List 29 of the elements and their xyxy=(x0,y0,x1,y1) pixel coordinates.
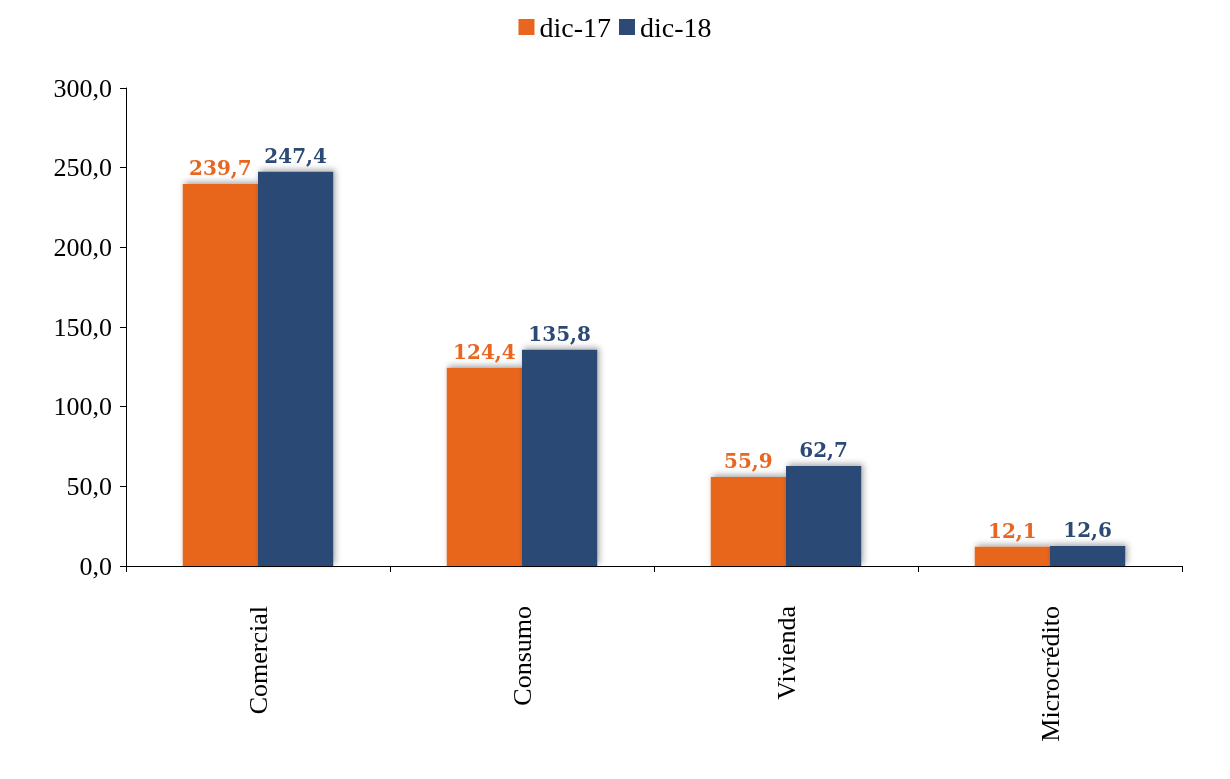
bar xyxy=(710,476,786,566)
data-label: 124,4 xyxy=(453,339,516,364)
bar xyxy=(974,546,1050,566)
x-tick-label: Vivienda xyxy=(771,605,801,700)
y-tick-label: 50,0 xyxy=(66,471,112,501)
data-label: 12,6 xyxy=(1063,517,1112,542)
x-tick-label: Consumo xyxy=(507,606,537,706)
bar xyxy=(446,367,522,566)
y-tick-label: 0,0 xyxy=(79,551,112,581)
data-label: 239,7 xyxy=(189,156,252,181)
bar xyxy=(522,349,598,566)
y-tick-label: 250,0 xyxy=(53,153,112,183)
x-tick-label: Comercial xyxy=(243,606,273,715)
y-tick-label: 300,0 xyxy=(53,73,112,103)
legend-label: dic-18 xyxy=(640,11,712,43)
data-label: 55,9 xyxy=(724,448,773,473)
x-tick-label: Microcrédito xyxy=(1035,606,1065,742)
legend-label: dic-17 xyxy=(539,11,611,43)
y-tick-label: 200,0 xyxy=(53,232,112,262)
y-tick-label: 100,0 xyxy=(53,392,112,422)
data-label: 247,4 xyxy=(264,143,328,168)
y-tick-label: 150,0 xyxy=(53,312,112,342)
bar xyxy=(182,184,258,566)
bar xyxy=(1050,545,1126,566)
data-label: 135,8 xyxy=(528,321,591,346)
data-label: 12,1 xyxy=(988,518,1037,543)
bar xyxy=(258,171,334,566)
bar xyxy=(786,466,862,566)
data-label: 62,7 xyxy=(799,438,848,463)
